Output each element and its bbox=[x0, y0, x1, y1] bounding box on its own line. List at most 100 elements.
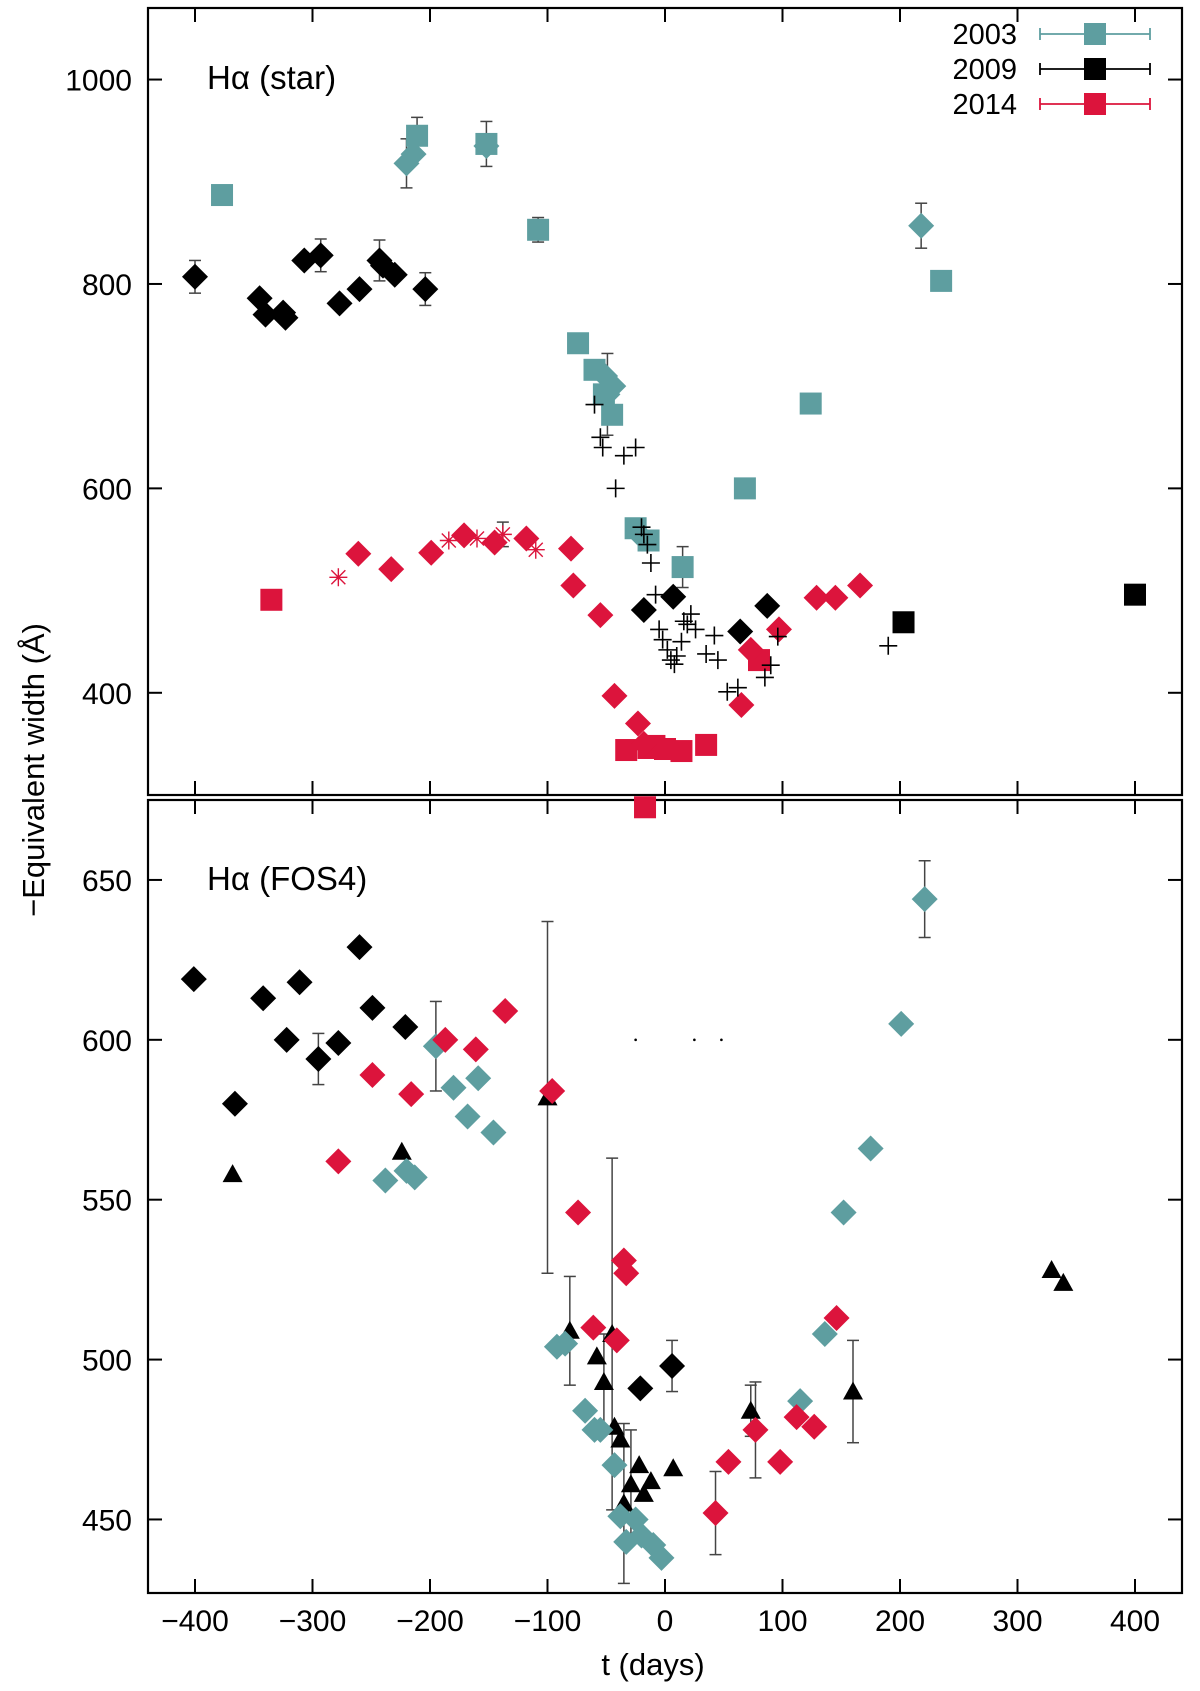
data-point-top-plus bbox=[755, 668, 774, 687]
data-point-top-plus bbox=[653, 630, 672, 649]
data-point-top-diamond bbox=[418, 539, 445, 566]
x-tick-label: −200 bbox=[396, 1605, 464, 1638]
data-point-bottom-diamond bbox=[432, 1026, 459, 1053]
data-point-bottom-diamond bbox=[888, 1010, 915, 1037]
data-point-bottom-dot bbox=[693, 1038, 696, 1042]
data-point-bottom-diamond bbox=[767, 1448, 794, 1475]
y-tick-label-top: 600 bbox=[82, 473, 132, 506]
data-point-top-square bbox=[670, 740, 693, 763]
panel-label-top: Hα (star) bbox=[207, 59, 336, 96]
data-point-bottom-diamond bbox=[372, 1167, 399, 1194]
data-point-top-plus bbox=[705, 626, 724, 645]
data-point-top-diamond bbox=[630, 597, 657, 624]
data-point-bottom-triangle bbox=[663, 1458, 684, 1477]
data-point-top-diamond bbox=[252, 301, 279, 328]
data-point-bottom-diamond bbox=[440, 1074, 467, 1101]
data-point-top-plus bbox=[768, 627, 787, 646]
legend-marker-2009 bbox=[1084, 58, 1106, 80]
y-tick-label-top: 1000 bbox=[65, 65, 132, 98]
data-point-top-plus bbox=[626, 438, 645, 457]
data-point-bottom-diamond bbox=[587, 1416, 614, 1443]
data-point-bottom-triangle bbox=[740, 1400, 761, 1419]
panel-label-bottom: Hα (FOS4) bbox=[207, 860, 367, 897]
data-point-top-square bbox=[930, 269, 953, 292]
data-point-top-square bbox=[671, 556, 694, 579]
data-point-bottom-triangle bbox=[843, 1381, 863, 1400]
x-tick-label: 100 bbox=[757, 1605, 807, 1638]
data-point-top-plus bbox=[634, 525, 653, 544]
data-point-top-asterisk bbox=[329, 568, 348, 587]
data-point-top-plus bbox=[658, 640, 677, 659]
data-point-bottom-diamond bbox=[325, 1148, 352, 1175]
data-point-bottom-diamond bbox=[359, 994, 386, 1021]
data-point-bottom-diamond bbox=[392, 1014, 419, 1041]
legend-label-2009: 2009 bbox=[952, 54, 1017, 86]
data-point-bottom-diamond bbox=[580, 1314, 607, 1341]
y-tick-label-bottom: 550 bbox=[82, 1185, 132, 1218]
data-point-top-square bbox=[567, 332, 590, 355]
data-point-bottom-triangle bbox=[1041, 1260, 1062, 1279]
data-point-top-plus bbox=[672, 632, 691, 651]
data-point-top-diamond bbox=[345, 540, 372, 567]
data-point-bottom-diamond bbox=[801, 1413, 828, 1440]
data-point-top-diamond bbox=[560, 572, 587, 599]
y-tick-label-bottom: 600 bbox=[82, 1025, 132, 1058]
data-point-top-plus bbox=[697, 644, 716, 663]
data-point-bottom-diamond bbox=[783, 1404, 810, 1431]
data-point-bottom-diamond bbox=[601, 1452, 628, 1479]
data-point-top-diamond bbox=[346, 276, 373, 303]
data-point-top-diamond bbox=[182, 263, 208, 290]
x-tick-label: −300 bbox=[279, 1605, 347, 1638]
data-point-bottom-diamond bbox=[539, 1077, 566, 1104]
data-point-bottom-dot bbox=[634, 1038, 637, 1042]
data-point-top-plus bbox=[686, 620, 705, 639]
data-point-bottom-diamond bbox=[565, 1199, 592, 1226]
data-point-bottom-diamond bbox=[346, 934, 373, 961]
data-point-top-diamond bbox=[908, 212, 935, 239]
data-point-top-asterisk bbox=[468, 529, 486, 548]
data-point-bottom-diamond bbox=[401, 1164, 428, 1191]
data-point-top-square bbox=[733, 477, 756, 500]
data-point-bottom-triangle bbox=[593, 1371, 614, 1390]
data-point-bottom-diamond bbox=[465, 1065, 492, 1092]
legend-label-2014: 2014 bbox=[952, 89, 1017, 121]
data-point-bottom-triangle bbox=[391, 1141, 412, 1160]
data-point-bottom-diamond bbox=[359, 1061, 386, 1088]
data-point-bottom-diamond bbox=[911, 886, 938, 913]
data-point-top-plus bbox=[681, 605, 700, 624]
data-point-top-diamond bbox=[728, 692, 755, 719]
data-point-bottom-diamond bbox=[830, 1199, 857, 1226]
data-point-top-diamond bbox=[601, 682, 628, 709]
data-point-top-square bbox=[406, 124, 429, 147]
data-point-top-plus bbox=[708, 651, 727, 670]
plot-frame-top bbox=[146, 6, 1184, 797]
data-point-top-diamond bbox=[412, 276, 439, 303]
y-tick-label-top: 400 bbox=[82, 678, 132, 711]
data-point-top-plus bbox=[641, 553, 660, 572]
x-tick-label: −100 bbox=[514, 1605, 582, 1638]
data-point-top-plus bbox=[606, 479, 625, 498]
data-point-top-asterisk bbox=[439, 531, 458, 550]
data-point-top-diamond bbox=[326, 290, 353, 317]
data-point-top-diamond bbox=[558, 535, 584, 562]
data-point-bottom-triangle bbox=[610, 1429, 631, 1448]
data-point-bottom-diamond bbox=[398, 1081, 425, 1108]
data-point-top-plus bbox=[585, 395, 604, 414]
data-point-bottom-diamond bbox=[857, 1135, 884, 1162]
data-point-top-plus bbox=[650, 620, 669, 639]
data-marks bbox=[180, 124, 1146, 1571]
data-point-top-square bbox=[601, 403, 624, 426]
data-point-top-square bbox=[634, 796, 657, 819]
data-point-bottom-diamond bbox=[462, 1036, 489, 1063]
data-point-bottom-diamond bbox=[702, 1500, 729, 1527]
data-point-bottom-diamond bbox=[480, 1119, 507, 1146]
data-point-top-diamond bbox=[630, 730, 657, 757]
data-point-bottom-diamond bbox=[180, 966, 207, 993]
data-point-top-diamond bbox=[381, 261, 408, 288]
data-point-top-plus bbox=[674, 612, 693, 631]
data-point-top-plus bbox=[667, 646, 686, 665]
x-tick-label: 400 bbox=[1110, 1605, 1160, 1638]
